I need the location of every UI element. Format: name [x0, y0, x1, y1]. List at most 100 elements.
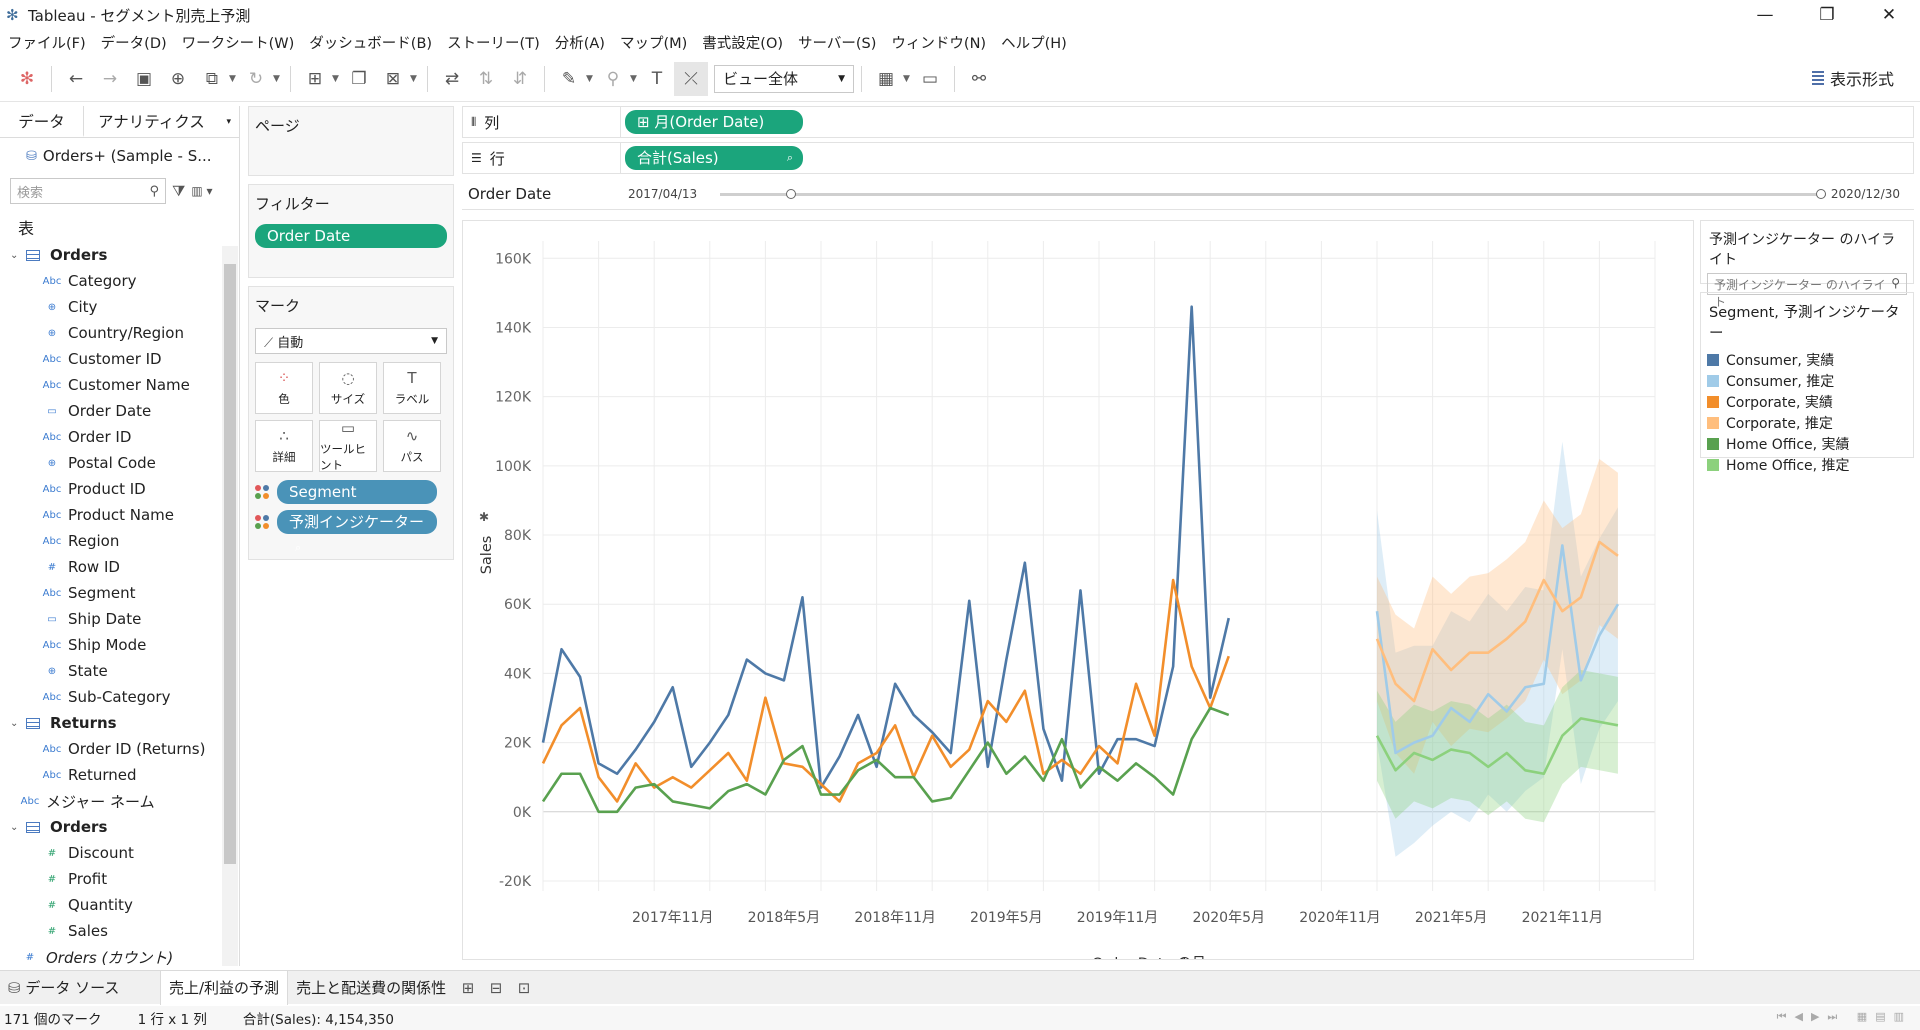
highlight-icon[interactable]: ✎ [561, 68, 577, 89]
legend-item[interactable]: Corporate, 推定 [1701, 412, 1913, 433]
save-icon[interactable]: ▣ [135, 68, 153, 89]
label-button[interactable]: T ラベル [383, 362, 441, 414]
tab-analytics[interactable]: アナリティクス ▾ [84, 106, 239, 137]
field-item[interactable]: ▭ Order Date [0, 398, 222, 424]
tab-data[interactable]: データ [0, 106, 84, 137]
duplicate-sheet-icon[interactable]: ❐ [351, 68, 367, 89]
sort-descending-icon[interactable]: ⇵ [512, 68, 528, 89]
field-item[interactable]: ⊕ Country/Region [0, 320, 222, 346]
legend-item[interactable]: Corporate, 実績 [1701, 391, 1913, 412]
date-range-slider[interactable] [720, 189, 1826, 199]
chevron-down-icon[interactable]: ▼ [586, 73, 593, 84]
sheet-tab-active[interactable]: 売上/利益の予測 [160, 970, 289, 1005]
field-item[interactable]: Abc Product ID [0, 476, 222, 502]
chevron-down-icon[interactable]: ▼ [332, 73, 339, 84]
field-item[interactable]: Abc Category [0, 268, 222, 294]
fit-dropdown[interactable]: ビュー全体 ▼ [714, 64, 854, 93]
highlighter-input[interactable]: 予測インジケーター のハイライト ⚲ [1707, 273, 1907, 309]
datasource-item[interactable]: ⛁ Orders+ (Sample - S... [0, 138, 239, 174]
menu-help[interactable]: ヘルプ(H) [1001, 35, 1067, 52]
mark-type-dropdown[interactable]: ⟋ 自動 ▼ [255, 328, 447, 354]
rows-pill-sum-sales[interactable]: 合計(Sales) ⌕ [625, 146, 803, 170]
new-dashboard-icon[interactable]: ⊟ [489, 978, 503, 997]
field-item[interactable]: # Quantity [0, 892, 222, 918]
new-worksheet-icon[interactable]: ⊞ [307, 68, 323, 89]
menu-data[interactable]: データ(D) [100, 35, 167, 52]
sheet-navigation-icon[interactable]: ⏮◀▶⏭ ▦▤▥ [1776, 1010, 1912, 1023]
menu-analysis[interactable]: 分析(A) [554, 35, 605, 52]
field-item[interactable]: # Row ID [0, 554, 222, 580]
field-item[interactable]: Abc Customer Name [0, 372, 222, 398]
table-item[interactable]: ⌄ Returns [0, 710, 222, 736]
field-item[interactable]: ⊕ State [0, 658, 222, 684]
field-item[interactable]: Abc Order ID [0, 424, 222, 450]
expand-chevron-icon[interactable]: ⌄ [10, 249, 19, 261]
expand-chevron-icon[interactable]: ⌄ [10, 821, 19, 833]
field-item[interactable]: Abc Product Name [0, 502, 222, 528]
field-item[interactable]: # Orders (カウント) [0, 944, 222, 967]
group-members-icon[interactable]: ⚲ [606, 68, 620, 89]
new-worksheet-icon[interactable]: ⊞ [461, 978, 475, 997]
chevron-down-icon[interactable]: ▾ [226, 117, 231, 127]
maximize-button[interactable]: ❐ [1819, 5, 1835, 25]
field-item[interactable]: Abc Segment [0, 580, 222, 606]
slider-start-handle[interactable] [786, 189, 796, 199]
field-list-scrollbar[interactable] [222, 246, 238, 966]
filter-icon[interactable]: ⧩ [172, 182, 186, 200]
sheet-tab[interactable]: 売上と配送費の関係性 [296, 978, 447, 997]
chevron-down-icon[interactable]: ▼ [903, 73, 910, 84]
chevron-down-icon[interactable]: ▼ [229, 73, 236, 84]
refresh-icon[interactable]: ↻ [248, 68, 264, 89]
menu-server[interactable]: サーバー(S) [798, 35, 877, 52]
search-input[interactable]: 検索 ⚲ [10, 178, 166, 204]
table-item[interactable]: ⌄ Orders [0, 814, 222, 840]
field-item[interactable]: ⊕ Postal Code [0, 450, 222, 476]
sort-ascending-icon[interactable]: ⇅ [478, 68, 494, 89]
redo-icon[interactable]: → [102, 68, 118, 89]
columns-shelf[interactable]: ⦀ 列 ⊞ 月(Order Date) [462, 106, 1914, 138]
menu-worksheet[interactable]: ワークシート(W) [181, 35, 295, 52]
field-item[interactable]: ▭ Ship Date [0, 606, 222, 632]
mark-pill-forecast-indicator[interactable]: 予測インジケーター ⌕ [277, 510, 437, 554]
view-area[interactable]: -20K 0K 20K 40K 60K 80K 100K 120K 140K 160K 2017年1… [462, 220, 1694, 960]
field-item[interactable]: Abc Sub-Category [0, 684, 222, 710]
presentation-mode-icon[interactable]: ▭ [921, 68, 939, 89]
show-labels-icon[interactable]: T [651, 68, 663, 89]
legend-item[interactable]: Consumer, 実績 [1701, 349, 1913, 370]
scrollbar-thumb[interactable] [224, 264, 236, 864]
field-item[interactable]: Abc Ship Mode [0, 632, 222, 658]
fix-axes-icon[interactable]: ⤫ [674, 61, 708, 96]
legend-item[interactable]: Consumer, 推定 [1701, 370, 1913, 391]
field-item[interactable]: # Sales [0, 918, 222, 944]
field-item[interactable]: Abc Returned [0, 762, 222, 788]
legend-item[interactable]: Home Office, 実績 [1701, 433, 1913, 454]
undo-icon[interactable]: ← [68, 68, 84, 89]
filter-pill-order-date[interactable]: Order Date [255, 224, 447, 248]
rows-shelf[interactable]: ☰ 行 合計(Sales) ⌕ [462, 142, 1914, 174]
close-button[interactable]: ✕ [1881, 5, 1897, 25]
menu-map[interactable]: マップ(M) [619, 35, 688, 52]
chevron-down-icon[interactable]: ▼ [273, 73, 280, 84]
menu-story[interactable]: ストーリー(T) [447, 35, 540, 52]
chevron-down-icon[interactable]: ▼ [410, 73, 417, 84]
pause-updates-icon[interactable]: ⧉ [205, 68, 219, 89]
legend-item[interactable]: Home Office, 推定 [1701, 454, 1913, 475]
new-datasource-icon[interactable]: ⊕ [170, 68, 186, 89]
tableau-home-icon[interactable]: ✻ [19, 68, 35, 89]
slider-end-handle[interactable] [1816, 189, 1826, 199]
field-item[interactable]: Abc メジャー ネーム [0, 788, 222, 814]
sales-forecast-chart[interactable]: -20K 0K 20K 40K 60K 80K 100K 120K 140K 160K 2017年1… [463, 221, 1693, 959]
path-button[interactable]: ∿ パス [383, 420, 441, 472]
menu-format[interactable]: 書式設定(O) [702, 35, 784, 52]
field-item[interactable]: Abc Order ID (Returns) [0, 736, 222, 762]
size-button[interactable]: ◌ サイズ [319, 362, 377, 414]
columns-pill-month-order-date[interactable]: ⊞ 月(Order Date) [625, 110, 803, 134]
datasource-tab[interactable]: ⛁ データ ソース [0, 971, 160, 1005]
show-cards-icon[interactable]: ▦ [877, 68, 895, 89]
new-story-icon[interactable]: ⊡ [517, 978, 531, 997]
field-item[interactable]: Abc Region [0, 528, 222, 554]
field-item[interactable]: # Profit [0, 866, 222, 892]
minimize-button[interactable]: — [1756, 5, 1774, 25]
field-item[interactable]: # Discount [0, 840, 222, 866]
detail-button[interactable]: ∴ 詳細 [255, 420, 313, 472]
